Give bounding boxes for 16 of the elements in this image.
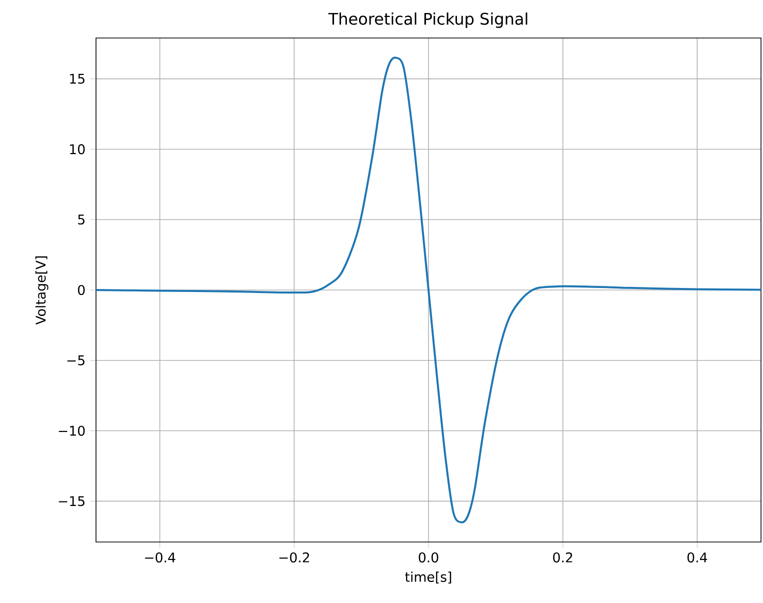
x-tick-label: 0.4 bbox=[687, 552, 708, 562]
y-tick-label: −15 bbox=[58, 496, 84, 506]
y-axis-title: Voltage[V] bbox=[35, 256, 48, 325]
x-tick-label: −0.2 bbox=[279, 552, 310, 562]
x-axis-title: time[s] bbox=[405, 572, 452, 584]
y-tick-label: 15 bbox=[70, 74, 84, 84]
y-tick-label: 10 bbox=[70, 144, 85, 154]
y-tick-label: −10 bbox=[58, 426, 85, 436]
x-tick-label: 0.0 bbox=[418, 552, 438, 562]
x-tick-label: −0.4 bbox=[145, 552, 176, 562]
chart-title: Theoretical Pickup Signal bbox=[328, 12, 528, 28]
y-tick-label: 0 bbox=[78, 284, 85, 296]
line-series bbox=[96, 56, 762, 524]
y-tick-label: 5 bbox=[78, 214, 84, 225]
x-tick-label: 0.2 bbox=[553, 552, 572, 562]
y-tick-label: −5 bbox=[67, 355, 84, 366]
